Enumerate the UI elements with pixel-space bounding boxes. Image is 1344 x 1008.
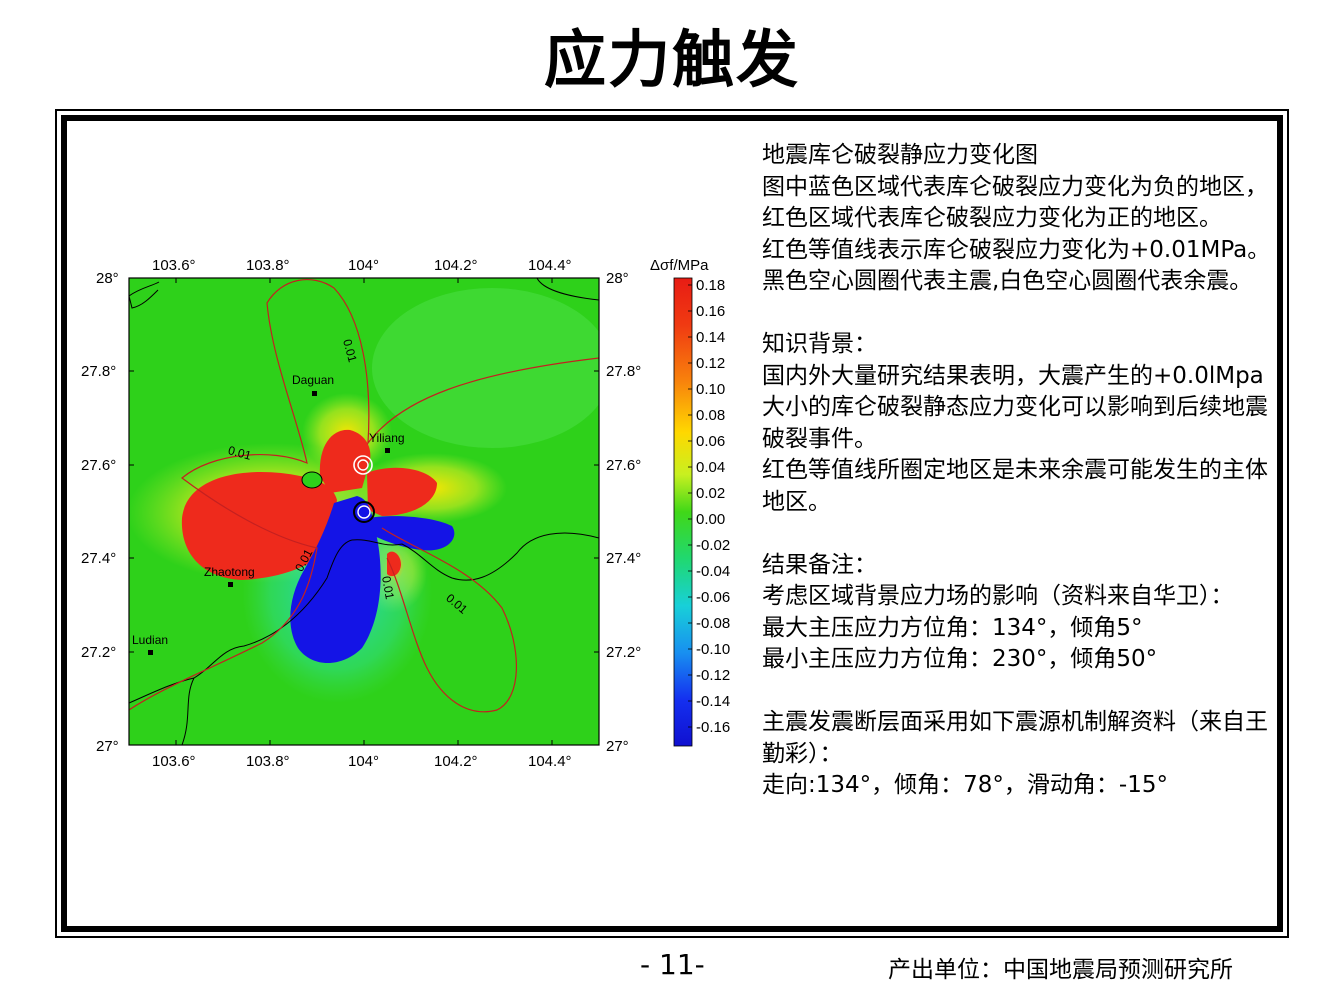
- city-label-daguan: Daguan: [292, 373, 334, 387]
- contour-label: 0.01: [340, 338, 360, 364]
- contour-label: 0.01: [379, 575, 397, 601]
- colorbar-tick-label: 0.18: [696, 277, 725, 294]
- desc-background-text: 国内外大量研究结果表明，大震产生的+0.0lMpa大小的库仑破裂静态应力变化可以…: [762, 362, 1268, 452]
- lat-tick-left: 27°: [96, 738, 119, 755]
- colorbar-tick-label: 0.06: [696, 433, 725, 450]
- lat-tick-left: 28°: [96, 270, 119, 287]
- colorbar-tick-label: 0.02: [696, 485, 725, 502]
- lat-tick-right: 27°: [606, 738, 629, 755]
- desc-stress-field: 考虑区域背景应力场的影响（资料来自华卫）：: [762, 583, 1234, 609]
- colorbar-tick-label: 0.12: [696, 355, 725, 372]
- desc-focal-params: 走向:134°，倾角：78°，滑动角：-15°: [762, 772, 1168, 798]
- desc-heading: 地震库仑破裂静应力变化图: [762, 142, 1038, 168]
- page-number: - 11-: [640, 948, 705, 981]
- content-frame-outer: [55, 109, 1289, 938]
- desc-color-meaning: 图中蓝色区域代表库仑破裂应力变化为负的地区，红色区域代表库仑破裂应力变化为正的地…: [762, 173, 1268, 232]
- lat-tick-left: 27.6°: [81, 457, 116, 474]
- colorbar: [673, 277, 693, 747]
- lat-tick-left: 27.2°: [81, 644, 116, 661]
- lat-tick-right: 27.2°: [606, 644, 641, 661]
- lon-tick-bottom: 104°: [348, 753, 379, 770]
- desc-background-heading: 知识背景：: [762, 331, 877, 357]
- description-panel: 地震库仑破裂静应力变化图 图中蓝色区域代表库仑破裂应力变化为负的地区，红色区域代…: [762, 140, 1282, 802]
- coulomb-stress-map: 0.01 0.01 0.01 0.01 0.01 Daguan Yiliang …: [81, 257, 730, 770]
- city-marker: [148, 650, 153, 655]
- city-marker: [312, 391, 317, 396]
- lon-tick-top: 103.8°: [246, 257, 290, 274]
- lon-tick-top: 104°: [348, 257, 379, 274]
- colorbar-tick-label: 0.14: [696, 329, 725, 346]
- city-marker: [385, 448, 390, 453]
- lon-tick-bottom: 104.4°: [528, 753, 572, 770]
- lat-tick-right: 27.4°: [606, 550, 641, 567]
- lat-tick-right: 27.6°: [606, 457, 641, 474]
- stress-field: 0.01 0.01 0.01 0.01 0.01 Daguan Yiliang …: [129, 278, 599, 745]
- desc-contour-meaning: 红色等值线表示库仑破裂应力变化为+0.01MPa。黑色空心圆圈代表主震,白色空心…: [762, 236, 1271, 295]
- colorbar-tick-label: -0.16: [696, 719, 730, 736]
- lon-tick-top: 103.6°: [152, 257, 196, 274]
- content-frame-inner: [61, 115, 1283, 932]
- lat-tick-left: 27.8°: [81, 363, 116, 380]
- colorbar-tick-label: -0.04: [696, 563, 730, 580]
- lon-tick-bottom: 103.8°: [246, 753, 290, 770]
- colorbar-tick-label: 0.04: [696, 459, 725, 476]
- desc-notes-heading: 结果备注：: [762, 551, 877, 578]
- colorbar-tick-label: 0.16: [696, 303, 725, 320]
- producer-label: 产出单位：中国地震局预测研究所: [888, 957, 1233, 983]
- lon-tick-bottom: 104.2°: [434, 753, 478, 770]
- lon-tick-top: 104.2°: [434, 257, 478, 274]
- lat-tick-right: 28°: [606, 270, 629, 287]
- colorbar-tick-label: -0.14: [696, 693, 730, 710]
- city-marker: [228, 582, 233, 587]
- colorbar-tick-label: -0.08: [696, 615, 730, 632]
- colorbar-ticks: 0.18 0.16 0.14 0.12 0.10 0.08 0.06 0.04 0.02 0.00…: [688, 277, 730, 736]
- city-label-yiliang: Yiliang: [369, 431, 405, 445]
- lon-tick-top: 104.4°: [528, 257, 572, 274]
- aftershock-circle-icon: [353, 455, 373, 475]
- slide-title: 应力触发: [543, 23, 800, 96]
- colorbar-tick-label: -0.06: [696, 589, 730, 606]
- mainshock-circle-icon: [353, 501, 375, 523]
- colorbar-tick-label: 0.00: [696, 511, 725, 528]
- colorbar-label: Δσf/MPa: [650, 257, 709, 274]
- desc-focal-heading: 主震发震断层面采用如下震源机制解资料（来自王勤彩）：: [762, 709, 1268, 767]
- colorbar-tick-label: 0.08: [696, 407, 725, 424]
- colorbar-tick-label: -0.02: [696, 537, 730, 554]
- colorbar-tick-label: 0.10: [696, 381, 725, 398]
- desc-aftershock-area: 红色等值线所圈定地区是未来余震可能发生的主体地区。: [762, 457, 1268, 515]
- colorbar-tick-label: -0.10: [696, 641, 730, 658]
- lat-tick-right: 27.8°: [606, 363, 641, 380]
- lon-tick-bottom: 103.6°: [152, 753, 196, 770]
- contour-label: 0.01: [227, 443, 253, 463]
- city-label-zhaotong: Zhaotong: [204, 565, 255, 579]
- lat-tick-left: 27.4°: [81, 550, 116, 567]
- desc-min-stress: 最小主压应力方位角：230°，倾角50°: [762, 646, 1158, 672]
- city-label-ludian: Ludian: [132, 633, 168, 647]
- desc-max-stress: 最大主压应力方位角：134°，倾角5°: [762, 614, 1143, 641]
- colorbar-tick-label: -0.12: [696, 667, 730, 684]
